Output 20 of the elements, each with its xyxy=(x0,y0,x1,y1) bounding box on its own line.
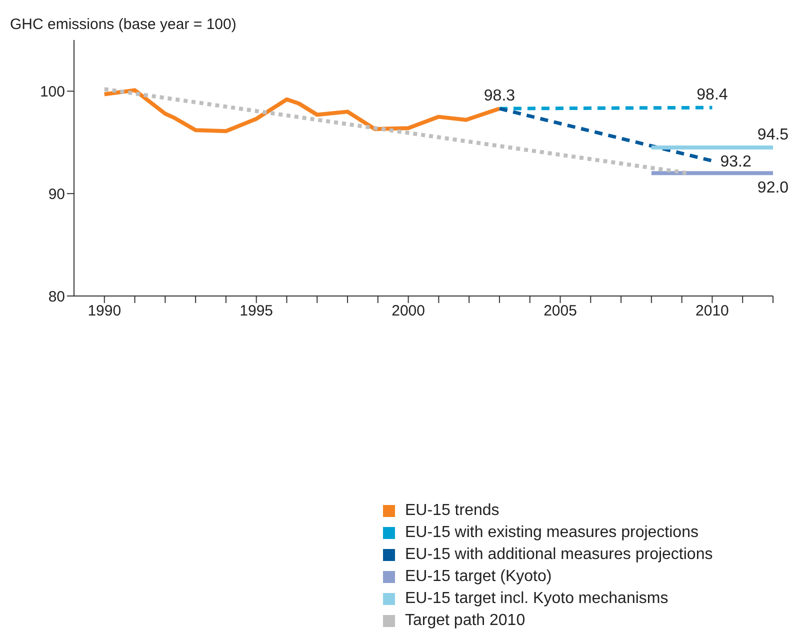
legend-label: EU-15 with additional measures projections xyxy=(405,546,713,564)
legend-label: Target path 2010 xyxy=(405,612,526,630)
y-axis-title: GHC emissions (base year = 100) xyxy=(10,16,236,33)
x-tick-label: 2010 xyxy=(696,302,729,320)
y-tick-label: 100 xyxy=(40,84,65,101)
x-tick-label: 1990 xyxy=(88,302,122,320)
annotation: 93.2 xyxy=(720,154,752,171)
annotation: 92.0 xyxy=(757,179,789,196)
annotation: 98.4 xyxy=(696,86,728,104)
x-tick-label: 2005 xyxy=(544,302,577,320)
legend-label: EU-15 target (Kyoto) xyxy=(405,568,552,586)
legend-label: EU-15 target incl. Kyoto mechanisms xyxy=(405,590,668,608)
x-tick-label: 1995 xyxy=(240,302,274,320)
legend-label: EU-15 with existing measures projections xyxy=(405,524,698,542)
x-tick-label: 2000 xyxy=(392,302,425,320)
annotation: 98.3 xyxy=(484,88,516,105)
y-tick-label: 90 xyxy=(48,186,65,203)
annotation: 94.5 xyxy=(757,126,789,144)
legend-label: EU-15 trends xyxy=(405,502,500,520)
y-tick-label: 80 xyxy=(48,288,65,306)
